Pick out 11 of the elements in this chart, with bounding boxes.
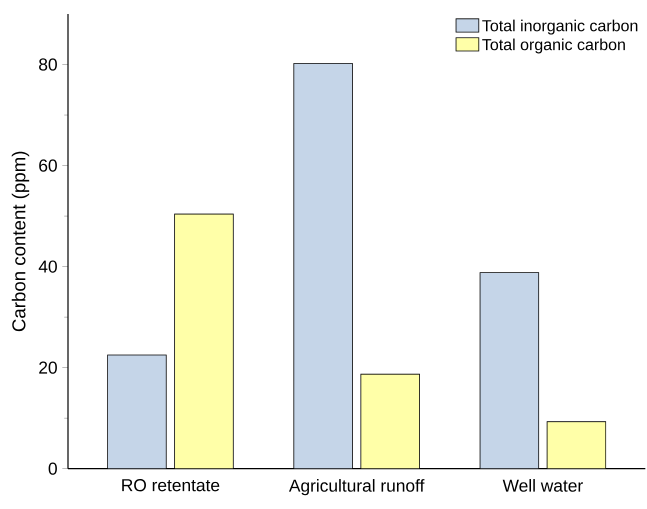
legend-label: Total inorganic carbon	[482, 20, 638, 35]
y-tick-label: 20	[39, 362, 57, 374]
x-tick-label: RO retentate	[122, 479, 220, 492]
y-tick-label: 40	[38, 260, 57, 273]
x-tick-label: Agricultural runoff	[288, 479, 424, 496]
legend-label: Total organic carbon	[482, 38, 625, 54]
y-tick-label: 80	[39, 58, 57, 71]
x-tick-label: Well water	[502, 479, 583, 492]
y-axis-title: Carbon content (ppm)	[12, 152, 30, 332]
y-tick-label: 0	[48, 462, 57, 475]
y-tick-label: 60	[39, 160, 57, 172]
